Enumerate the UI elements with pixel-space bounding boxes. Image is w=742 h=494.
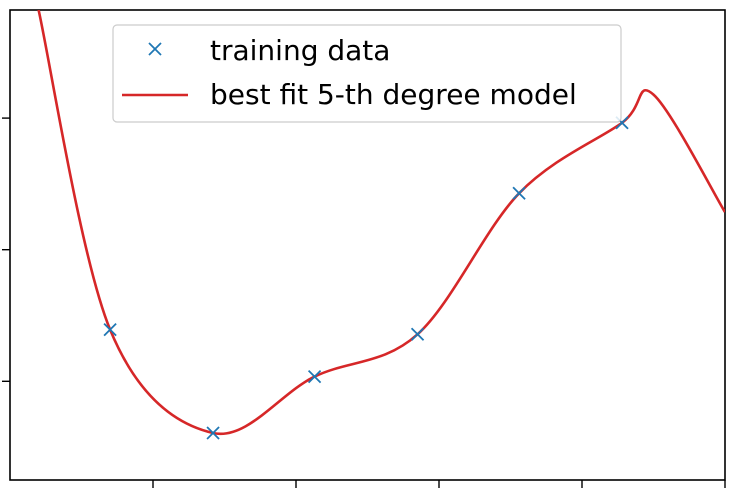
markers-layer [103, 116, 629, 440]
lines-layer [37, 10, 725, 436]
axis-ticks [2, 117, 726, 488]
legend-label-best-fit: best fit 5-th degree model [210, 78, 577, 111]
series-line-best-fit [37, 10, 725, 436]
data-point-4 [512, 186, 526, 200]
plot-area [2, 9, 726, 488]
legend-label-training-data: training data [210, 34, 390, 67]
data-point-3 [410, 327, 425, 341]
legend-box [112, 24, 622, 123]
data-point-2 [307, 369, 322, 384]
axes-frame [9, 9, 726, 481]
legend-marker-training-data [148, 42, 162, 56]
data-point-1 [206, 426, 220, 440]
legend: training data best fit 5-th degree model [112, 24, 622, 123]
data-point-0 [103, 322, 117, 337]
